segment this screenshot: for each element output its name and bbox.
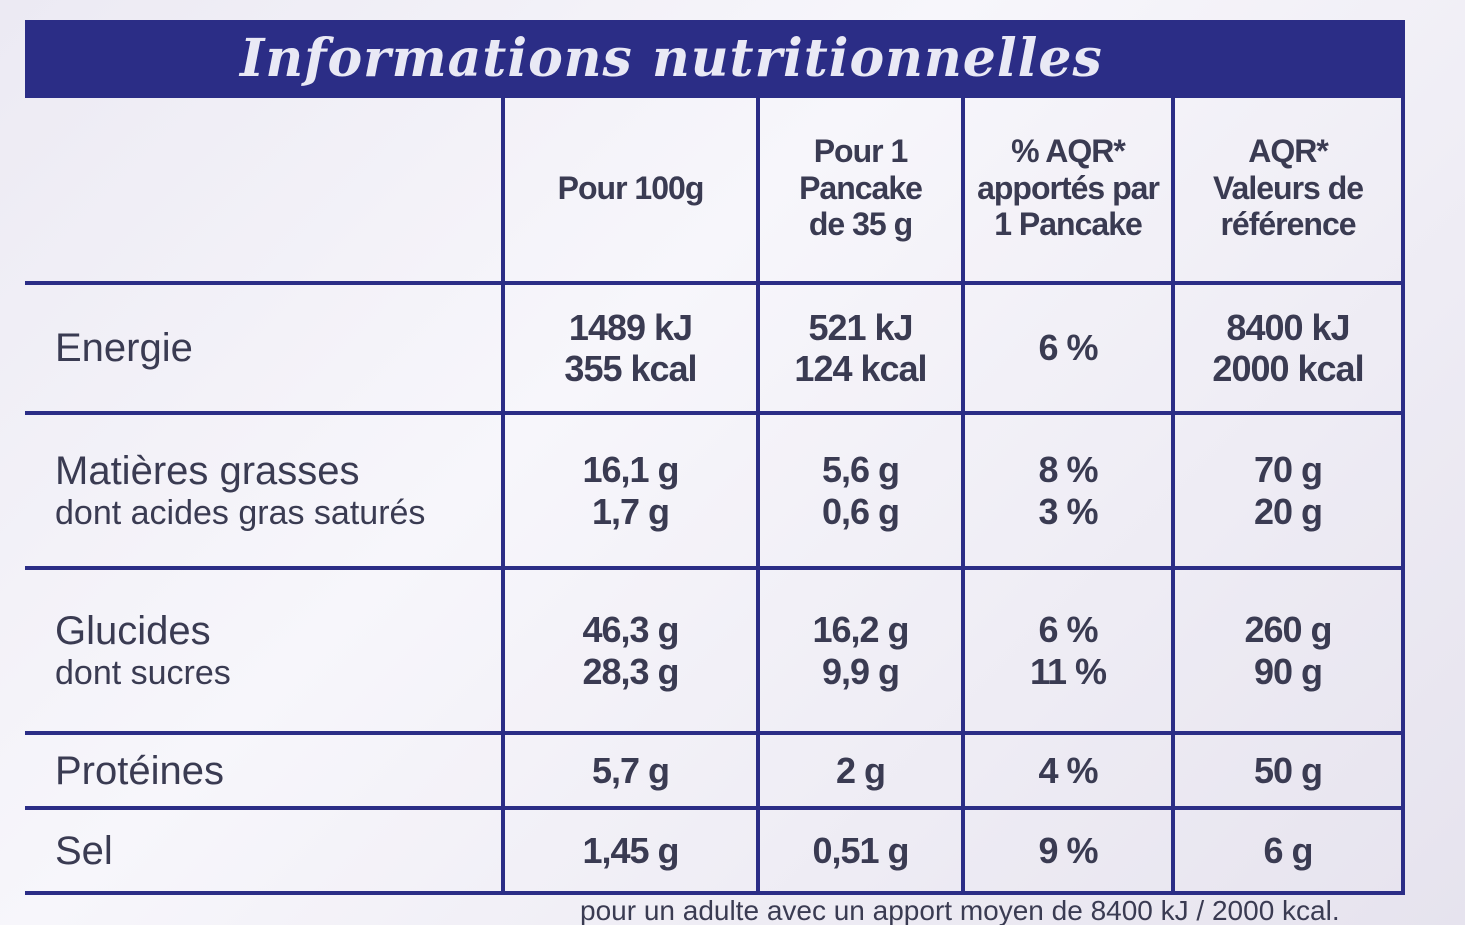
cell-line: % AQR* [1011, 132, 1126, 169]
cell-line: 6 % [1038, 609, 1098, 651]
cell-line: 5,6 g [821, 449, 900, 491]
header-cell [25, 95, 505, 285]
cell-line: dont acides gras saturés [55, 493, 426, 532]
cell-line: 5,7 g [591, 749, 670, 791]
value-cell: 0,51 g [760, 810, 965, 895]
cell-line: apportés par [977, 169, 1160, 206]
value-cell: 6 % 11 % [965, 570, 1175, 735]
cell-line: Pancake [799, 169, 923, 206]
value-cell: 5,7 g [505, 735, 760, 810]
cell-line: 9 % [1038, 829, 1098, 871]
row-label: Matières grasses dont acides gras saturés [25, 415, 505, 570]
row-label: Glucides dont sucres [25, 570, 505, 735]
cell-line: 70 g [1253, 449, 1323, 491]
value-cell: 4 % [965, 735, 1175, 810]
cell-line: 16,2 g [812, 609, 909, 651]
cell-line: 6 g [1263, 829, 1313, 871]
cell-line: 0,51 g [812, 829, 909, 871]
value-cell: 70 g 20 g [1175, 415, 1405, 570]
cell-line: 0,6 g [821, 490, 900, 532]
row-label: Protéines [25, 735, 505, 810]
cell-line: 1489 kJ [568, 306, 693, 348]
cell-line: 1,45 g [582, 829, 679, 871]
value-cell: 8 % 3 % [965, 415, 1175, 570]
cell-line: Pour 1 [813, 132, 909, 169]
cell-line: Glucides [55, 608, 211, 653]
cell-line: 28,3 g [582, 650, 679, 692]
cell-line: 16,1 g [582, 449, 679, 491]
value-cell: 1489 kJ 355 kcal [505, 285, 760, 415]
cell-line: 8400 kJ [1226, 306, 1350, 348]
cell-line: 11 % [1029, 650, 1107, 692]
value-cell: 2 g [760, 735, 965, 810]
cell-line: 124 kcal [794, 348, 927, 389]
header-cell: AQR* Valeurs de référence [1175, 95, 1405, 285]
cell-line: Pour 100g [557, 169, 705, 206]
cell-line: 260 g [1244, 609, 1332, 651]
cell-line: 4 % [1038, 749, 1098, 791]
header-cell: Pour 100g [505, 95, 760, 285]
value-cell: 521 kJ 124 kcal [760, 285, 965, 415]
cell-line: 90 g [1253, 650, 1323, 692]
cell-line: 2000 kcal [1212, 348, 1364, 389]
cell-line: 355 kcal [564, 348, 697, 389]
footnote: pour un adulte avec un apport moyen de 8… [580, 895, 1340, 925]
value-cell: 6 g [1175, 810, 1405, 895]
cell-line: 9,9 g [821, 650, 900, 692]
value-cell: 260 g 90 g [1175, 570, 1405, 735]
cell-line: Matières grasses [55, 448, 360, 493]
value-cell: 16,2 g 9,9 g [760, 570, 965, 735]
cell-line: 3 % [1038, 490, 1098, 532]
value-cell: 8400 kJ 2000 kcal [1175, 285, 1405, 415]
cell-line: 2 g [835, 749, 886, 791]
row-label: Energie [25, 285, 505, 415]
cell-line: 8 % [1038, 449, 1098, 491]
cell-line: 1,7 g [591, 490, 670, 532]
title-band [25, 20, 1405, 98]
value-cell: 1,45 g [505, 810, 760, 895]
title: Informations nutritionnelles [240, 28, 1103, 89]
value-cell: 16,1 g 1,7 g [505, 415, 760, 570]
cell-line: Protéines [55, 748, 224, 793]
row-label: Sel [25, 810, 505, 895]
cell-line: de 35 g [808, 206, 913, 243]
value-cell: 46,3 g 28,3 g [505, 570, 760, 735]
header-cell: % AQR* apportés par 1 Pancake [965, 95, 1175, 285]
cell-line: 6 % [1038, 327, 1098, 369]
cell-line: Energie [55, 326, 193, 370]
cell-line: dont sucres [55, 653, 231, 692]
cell-line: 1 Pancake [994, 206, 1143, 243]
value-cell: 9 % [965, 810, 1175, 895]
cell-line: AQR* [1248, 132, 1329, 169]
cell-line: 20 g [1253, 490, 1323, 532]
cell-line: 521 kJ [808, 306, 913, 348]
header-cell: Pour 1 Pancake de 35 g [760, 95, 965, 285]
cell-line: Sel [55, 828, 113, 873]
value-cell: 50 g [1175, 735, 1405, 810]
cell-line: Valeurs de [1212, 169, 1364, 206]
cell-line: 50 g [1253, 749, 1323, 791]
value-cell: 6 % [965, 285, 1175, 415]
cell-line: référence [1220, 206, 1356, 243]
cell-line: 46,3 g [582, 609, 679, 651]
value-cell: 5,6 g 0,6 g [760, 415, 965, 570]
